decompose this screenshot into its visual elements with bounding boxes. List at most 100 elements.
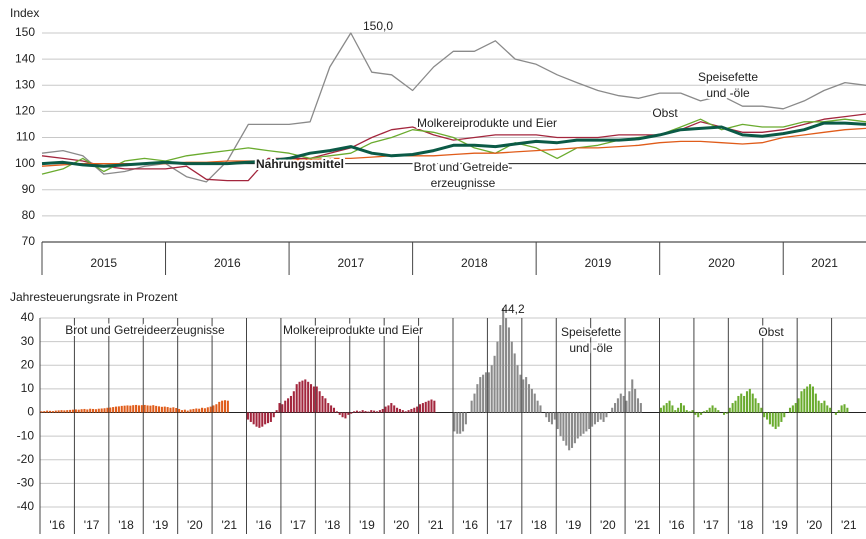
bar	[301, 380, 304, 413]
x-tick-label: 2018	[461, 256, 488, 270]
bar	[281, 404, 284, 413]
bar	[83, 408, 86, 413]
bar	[398, 408, 401, 413]
x-tick-label: '16	[669, 518, 685, 532]
bar	[381, 408, 384, 413]
x-tick-label: '16	[462, 518, 478, 532]
y-tick-label: 80	[22, 208, 36, 222]
bar	[60, 410, 63, 413]
bar	[783, 412, 786, 418]
bar	[545, 412, 548, 418]
y-tick-label: 10	[21, 381, 35, 395]
annotation: 44,2	[501, 302, 525, 316]
bar	[536, 400, 539, 413]
bar	[490, 365, 493, 413]
bar	[533, 393, 536, 413]
bar	[309, 384, 313, 413]
bar	[404, 411, 407, 413]
bar	[754, 398, 757, 413]
y-tick-label: -10	[17, 428, 35, 442]
x-tick-label: '20	[394, 518, 410, 532]
y-tick-label: 120	[15, 104, 35, 118]
y-tick-label: 70	[22, 234, 36, 248]
bar	[123, 405, 126, 413]
bar	[487, 372, 490, 413]
bar	[407, 410, 410, 413]
bar	[327, 403, 330, 413]
x-tick-label: '21	[634, 518, 650, 532]
bar	[702, 411, 705, 413]
bar	[287, 398, 290, 413]
bar	[636, 398, 640, 413]
bar	[275, 410, 278, 413]
series-label-line: Speisefette	[698, 70, 758, 84]
x-tick-label: '20	[600, 518, 616, 532]
bar	[129, 405, 132, 413]
x-tick-label: '19	[153, 518, 169, 532]
bar	[743, 395, 746, 413]
bar	[562, 412, 565, 441]
series-label-line: Brot und Getreide-	[414, 160, 513, 174]
bar	[694, 412, 697, 415]
bar	[418, 404, 422, 413]
bar	[482, 374, 485, 413]
bar	[665, 403, 668, 413]
bar	[539, 405, 542, 413]
series-label: Molkereiprodukte und Eier	[417, 116, 557, 130]
series-label: Obst	[652, 106, 678, 120]
bar	[700, 412, 703, 415]
x-tick-label: 2017	[337, 256, 364, 270]
bar	[424, 401, 427, 413]
bar	[63, 410, 66, 413]
bar	[347, 412, 350, 415]
x-tick-label: 2015	[90, 256, 117, 270]
series-line	[41, 118, 866, 175]
bar	[473, 393, 476, 413]
bar	[430, 399, 433, 413]
bar	[516, 365, 519, 413]
bar	[800, 391, 803, 413]
bar	[611, 407, 614, 413]
bar	[768, 412, 771, 425]
bar	[708, 407, 711, 413]
bar	[266, 412, 270, 424]
y-tick-label: 20	[21, 357, 35, 371]
bar	[258, 412, 261, 428]
bar	[659, 407, 662, 413]
bar	[493, 355, 496, 413]
bar	[146, 405, 149, 413]
bar	[201, 407, 204, 413]
series-label: Speisefette und -öle	[698, 70, 758, 100]
bar	[550, 412, 553, 425]
bar	[57, 410, 60, 413]
bar	[209, 406, 212, 413]
x-tick-label: '17	[703, 518, 719, 532]
bar	[556, 412, 559, 430]
bar	[112, 407, 115, 413]
bar	[814, 393, 817, 413]
bar	[221, 400, 224, 413]
bar	[725, 412, 728, 414]
bar	[510, 341, 513, 413]
x-tick-label: '19	[359, 518, 375, 532]
bar	[43, 411, 46, 413]
bar	[722, 412, 726, 415]
bar	[579, 412, 582, 437]
y-tick-label: -40	[17, 499, 35, 513]
bar	[255, 412, 258, 427]
bar	[186, 410, 189, 413]
bar	[806, 386, 809, 413]
bar	[364, 411, 367, 413]
bar	[51, 411, 54, 413]
bar	[223, 400, 227, 413]
bar	[103, 408, 106, 413]
bar	[330, 405, 333, 413]
bar	[734, 400, 737, 413]
bar	[599, 412, 602, 420]
y-tick-label: 40	[21, 310, 35, 324]
bar	[355, 410, 358, 413]
bar	[66, 410, 69, 413]
bar	[100, 408, 103, 413]
bar	[834, 412, 837, 415]
bar	[527, 384, 531, 413]
